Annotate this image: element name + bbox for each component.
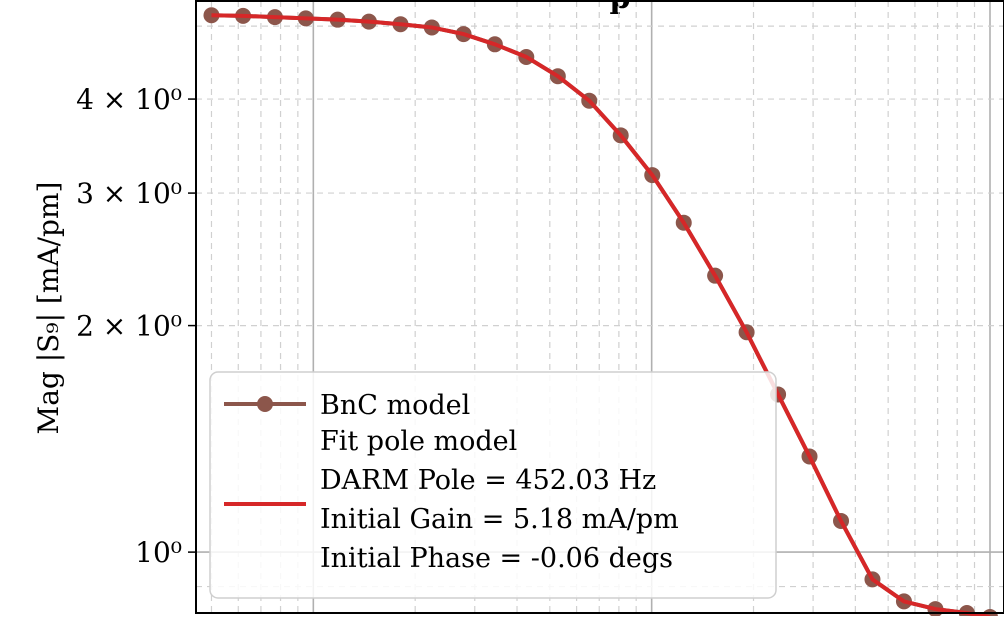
legend-label-fit: Fit pole model	[320, 426, 517, 457]
legend-label-darm-pole: DARM Pole = 452.03 Hz	[320, 465, 656, 496]
y-tick-label: 2 × 10⁰	[76, 310, 182, 343]
legend-label-initial-phase: Initial Phase = -0.06 degs	[320, 543, 673, 574]
legend: BnC model Fit pole model DARM Pole = 452…	[209, 371, 777, 599]
y-tick-label: 4 × 10⁰	[76, 83, 182, 116]
series-line-fit-pole-model	[211, 13, 991, 619]
series-layer	[203, 7, 998, 621]
legend-box	[209, 371, 777, 599]
legend-label-bnc: BnC model	[320, 390, 470, 421]
legend-label-initial-gain: Initial Gain = 5.18 mA/pm	[320, 504, 679, 535]
y-tick-label: 3 × 10⁰	[76, 177, 182, 210]
y-tick-labels: 4 × 10⁰ 3 × 10⁰ 2 × 10⁰ 10⁰	[76, 83, 196, 569]
legend-swatch-bnc-marker	[257, 396, 273, 412]
y-axis-label: Mag |S₉| [mA/pm]	[32, 182, 65, 435]
y-tick-label: 10⁰	[135, 536, 182, 569]
chart-title-fragment: p	[610, 0, 631, 16]
plot-frame	[195, 0, 1004, 614]
